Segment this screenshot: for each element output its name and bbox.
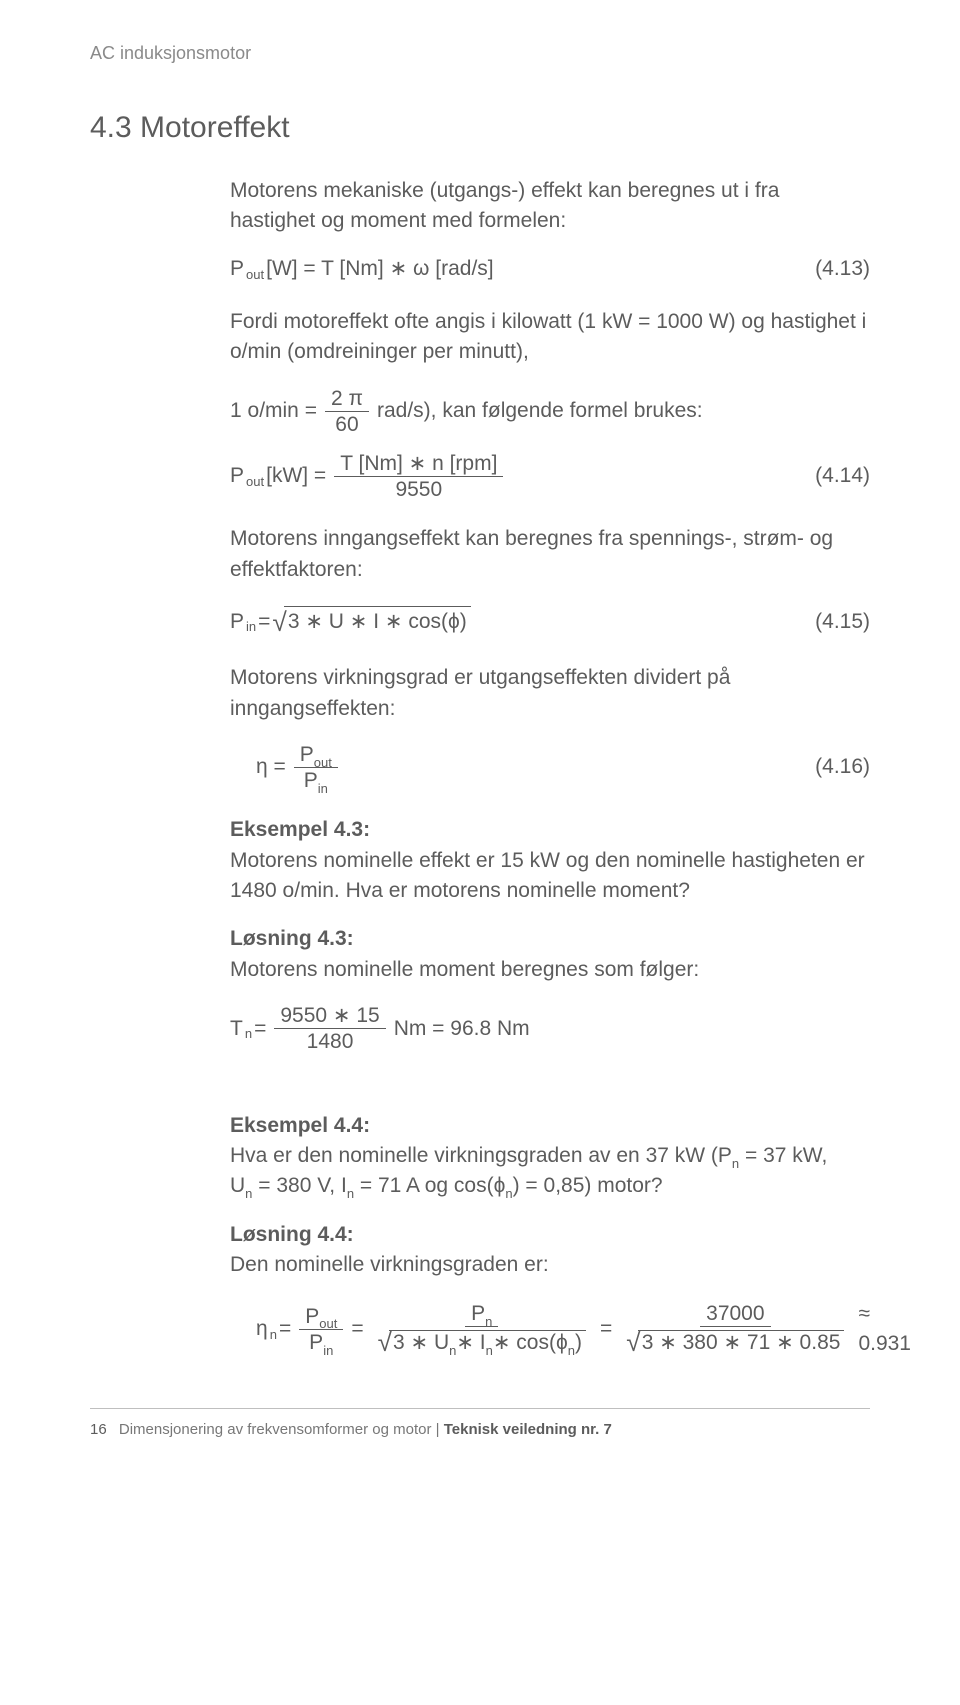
- solution-4-4-equation: η n= Pout Pin = Pn 3 ∗ Un∗ In∗ cos(ϕn) =: [230, 1299, 870, 1360]
- equation-4-13: Pout [W] = T [Nm] ∗ ω [rad/s] (4.13): [230, 254, 870, 284]
- eq-text: P: [230, 254, 244, 284]
- fraction-denominator: Pin: [298, 768, 334, 793]
- eq-text: η: [256, 1314, 268, 1344]
- example-label: Eksempel 4.4:: [230, 1114, 370, 1137]
- eq-text: T: [230, 1014, 243, 1044]
- example-label: Eksempel 4.3:: [230, 818, 370, 841]
- example-text: Hva er den nominelle virkningsgraden av …: [230, 1144, 827, 1167]
- example-text: Motorens nominelle effekt er 15 kW og de…: [230, 849, 865, 902]
- fraction-numerator: T [Nm] ∗ n [rpm]: [334, 451, 503, 477]
- section-title: 4.3 Motoreffekt: [90, 106, 870, 150]
- eq-text: P: [230, 461, 244, 491]
- fraction-denominator: Pin: [303, 1330, 339, 1355]
- paragraph: Fordi motoreffekt ofte angis i kilowatt …: [230, 307, 870, 368]
- page-number: 16: [90, 1421, 107, 1438]
- fraction: 37000 3 ∗ 380 ∗ 71 ∗ 0.85: [620, 1301, 850, 1358]
- footer-text: Dimensjonering av frekvensomformer og mo…: [119, 1421, 432, 1438]
- equation-4-14: Pout [kW] = T [Nm] ∗ n [rpm] 9550 (4.14): [230, 451, 870, 502]
- eq-sub: n: [270, 1326, 277, 1345]
- paragraph: Motorens virkningsgrad er utgangseffekte…: [230, 663, 870, 724]
- equation-4-15: Pin= 3 ∗ U ∗ I ∗ cos(ϕ) (4.15): [230, 603, 870, 641]
- fraction: Pout Pin: [294, 742, 338, 793]
- example-4-3: Eksempel 4.3: Motorens nominelle effekt …: [230, 815, 870, 906]
- equation-number: (4.15): [795, 607, 870, 637]
- solution-4-4: Løsning 4.4: Den nominelle virkningsgrad…: [230, 1220, 870, 1281]
- equation-4-16: η = Pout Pin (4.16): [230, 742, 870, 793]
- footer-sep: |: [431, 1421, 443, 1438]
- eq-text: =: [600, 1314, 612, 1344]
- eq-text: Nm = 96.8 Nm: [394, 1014, 530, 1044]
- solution-text: Motorens nominelle moment beregnes som f…: [230, 958, 699, 981]
- eq-text: 1 o/min =: [230, 396, 317, 426]
- sqrt-body: 3 ∗ U ∗ I ∗ cos(ϕ): [284, 606, 471, 637]
- fraction-denominator: 60: [329, 412, 364, 437]
- paragraph: Motorens inngangseffekt kan beregnes fra…: [230, 524, 870, 585]
- fraction: Pn 3 ∗ Un∗ In∗ cos(ϕn): [372, 1301, 592, 1358]
- eq-text: P: [230, 607, 244, 637]
- eq-sub: in: [246, 618, 256, 637]
- eq-text: =: [254, 1014, 266, 1044]
- fraction: 9550 ∗ 15 1480: [274, 1003, 385, 1054]
- eq-sub: out: [246, 473, 264, 492]
- fraction-numerator: Pn: [465, 1301, 498, 1327]
- omin-line: 1 o/min = 2 π 60 rad/s), kan følgende fo…: [230, 386, 870, 437]
- solution-label: Løsning 4.3:: [230, 927, 354, 950]
- fraction-denominator: 3 ∗ Un∗ In∗ cos(ϕn): [372, 1327, 592, 1358]
- eq-text: =: [258, 607, 270, 637]
- fraction: Pout Pin: [299, 1304, 343, 1355]
- fraction-denominator: 1480: [301, 1029, 360, 1054]
- fraction-numerator: Pout: [299, 1304, 343, 1330]
- equation-number: (4.13): [795, 254, 870, 284]
- equation-number: (4.16): [795, 752, 870, 782]
- example-4-4: Eksempel 4.4: Hva er den nominelle virkn…: [230, 1111, 870, 1202]
- footer-text-bold: Teknisk veiledning nr. 7: [444, 1421, 612, 1438]
- intro-paragraph: Motorens mekaniske (utgangs-) effekt kan…: [230, 176, 870, 237]
- sqrt: 3 ∗ Un∗ In∗ cos(ϕn): [378, 1328, 586, 1357]
- fraction-denominator: 9550: [389, 477, 448, 502]
- page-footer: 16 Dimensjonering av frekvensomformer og…: [90, 1419, 870, 1441]
- sqrt: 3 ∗ U ∗ I ∗ cos(ϕ): [272, 603, 470, 641]
- solution-4-3: Løsning 4.3: Motorens nominelle moment b…: [230, 924, 870, 985]
- footer-rule: [90, 1408, 870, 1409]
- sqrt: 3 ∗ 380 ∗ 71 ∗ 0.85: [626, 1328, 844, 1357]
- solution-4-3-equation: Tn = 9550 ∗ 15 1480 Nm = 96.8 Nm: [230, 1003, 870, 1054]
- running-header: AC induksjonsmotor: [90, 40, 870, 66]
- fraction: 2 π 60: [325, 386, 369, 437]
- fraction-numerator: Pout: [294, 742, 338, 768]
- eq-sub: out: [246, 266, 264, 285]
- fraction-numerator: 2 π: [325, 386, 369, 412]
- equation-number: (4.14): [795, 461, 870, 491]
- eq-sub: n: [245, 1025, 252, 1044]
- eq-text: [kW] =: [266, 461, 326, 491]
- eq-text: [W] = T [Nm] ∗ ω [rad/s]: [266, 254, 494, 284]
- eq-text: =: [279, 1314, 291, 1344]
- fraction-numerator: 37000: [700, 1301, 770, 1327]
- fraction: T [Nm] ∗ n [rpm] 9550: [334, 451, 503, 502]
- eq-text: =: [351, 1314, 363, 1344]
- solution-text: Den nominelle virkningsgraden er:: [230, 1253, 549, 1276]
- eq-text: η =: [256, 752, 286, 782]
- fraction-denominator: 3 ∗ 380 ∗ 71 ∗ 0.85: [620, 1327, 850, 1358]
- fraction-numerator: 9550 ∗ 15: [274, 1003, 385, 1029]
- eq-text: rad/s), kan følgende formel brukes:: [377, 396, 703, 426]
- solution-label: Løsning 4.4:: [230, 1223, 354, 1246]
- eq-text: ≈ 0.931: [858, 1299, 911, 1360]
- example-text: Un = 380 V, In = 71 A og cos(ϕn) = 0,85)…: [230, 1174, 663, 1197]
